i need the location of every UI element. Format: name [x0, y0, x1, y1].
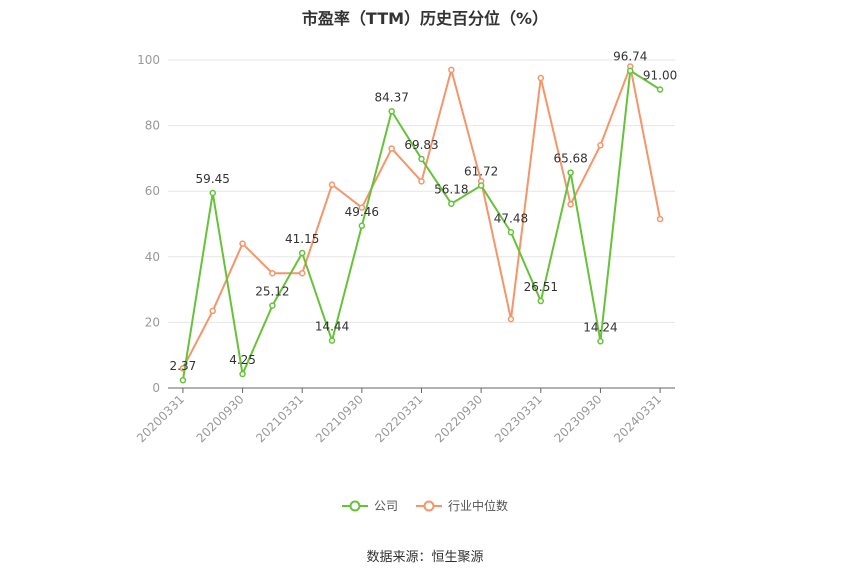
data-label: 65.68: [553, 152, 587, 166]
data-label: 84.37: [374, 90, 408, 104]
x-tick-label: 20220930: [432, 392, 485, 445]
legend-label: 行业中位数: [448, 499, 509, 513]
data-label: 47.48: [494, 211, 528, 225]
series-lines: [179, 63, 664, 384]
legend-item-industry-median[interactable]: 行业中位数: [416, 497, 508, 514]
data-label: 26.51: [524, 280, 558, 294]
data-label: 91.00: [643, 69, 677, 83]
y-tick-label: 20: [145, 315, 160, 329]
data-label: 59.45: [196, 172, 230, 186]
chart-title: 市盈率（TTM）历史百分位（%）: [301, 9, 549, 28]
x-tick-label: 20200331: [134, 392, 187, 445]
company-point: [448, 200, 455, 207]
x-tick-label: 20210930: [313, 392, 366, 445]
y-tick-label: 80: [145, 119, 160, 133]
data-labels: 2.37 59.45 4.25 25.12 41.15 14.44 49.46 84.37 69…: [170, 50, 678, 374]
y-tick-label: 40: [145, 250, 160, 264]
x-tick-label: 20230331: [492, 392, 545, 445]
axes: 0 20 40 60 80 100 20200331 20200930 20210331 2021…: [134, 53, 675, 445]
company-point: [388, 108, 395, 115]
company-point: [597, 338, 604, 345]
data-label: 61.72: [464, 165, 498, 179]
industry-median-point: [448, 66, 455, 74]
company-point: [507, 229, 515, 236]
industry-median-point: [358, 204, 366, 211]
grid-lines: [168, 59, 675, 323]
data-label: 4.25: [229, 353, 256, 367]
industry-median-point: [209, 307, 216, 315]
data-label: 2.37: [170, 359, 197, 373]
company-point: [418, 155, 425, 163]
company-point: [298, 249, 306, 257]
x-tick-label: 20210331: [253, 392, 306, 445]
data-label: 49.46: [345, 205, 379, 219]
industry-median-point: [388, 145, 395, 152]
data-label: 41.15: [285, 232, 319, 246]
company-point: [656, 86, 664, 93]
company-point: [179, 376, 187, 384]
industry-median-point: [656, 215, 664, 223]
industry-median-point: [418, 178, 425, 185]
y-tick-label: 60: [145, 184, 160, 198]
x-tick-label: 20240331: [611, 392, 664, 445]
data-label: 69.83: [404, 138, 438, 152]
y-tick-label: 0: [152, 381, 160, 395]
y-tick-label: 100: [137, 53, 160, 67]
company-point: [269, 302, 276, 309]
industry-median-point: [597, 142, 604, 149]
company-point: [358, 222, 366, 230]
company-point: [537, 297, 545, 305]
legend: 公司 行业中位数: [0, 497, 850, 514]
data-label: 14.44: [315, 320, 349, 334]
industry-median-point: [239, 240, 246, 247]
industry-median-point: [567, 201, 574, 208]
x-tick-label: 20200930: [194, 392, 247, 445]
x-tick-label: 20220331: [373, 392, 426, 445]
company-point: [567, 169, 574, 176]
company-point: [239, 370, 246, 378]
company-point: [209, 189, 216, 197]
industry-median-point: [537, 74, 545, 82]
industry-median-point: [269, 269, 276, 277]
x-tick-label: 20230930: [551, 392, 604, 445]
company-point: [477, 182, 485, 189]
company-point: [328, 337, 336, 344]
industry-median-point: [298, 269, 306, 277]
legend-line-icon: [416, 500, 442, 511]
industry-median-point: [328, 181, 336, 188]
data-label: 96.74: [613, 50, 647, 64]
data-label: 25.12: [255, 285, 289, 299]
company-point: [627, 67, 634, 74]
legend-line-icon: [341, 500, 368, 511]
industry-median-point: [507, 315, 515, 323]
legend-item-company[interactable]: 公司: [341, 497, 398, 514]
data-label: 14.24: [583, 320, 617, 334]
legend-label: 公司: [373, 499, 398, 513]
source-note: 数据来源：恒生聚源: [366, 550, 484, 565]
data-label: 56.18: [434, 183, 468, 197]
